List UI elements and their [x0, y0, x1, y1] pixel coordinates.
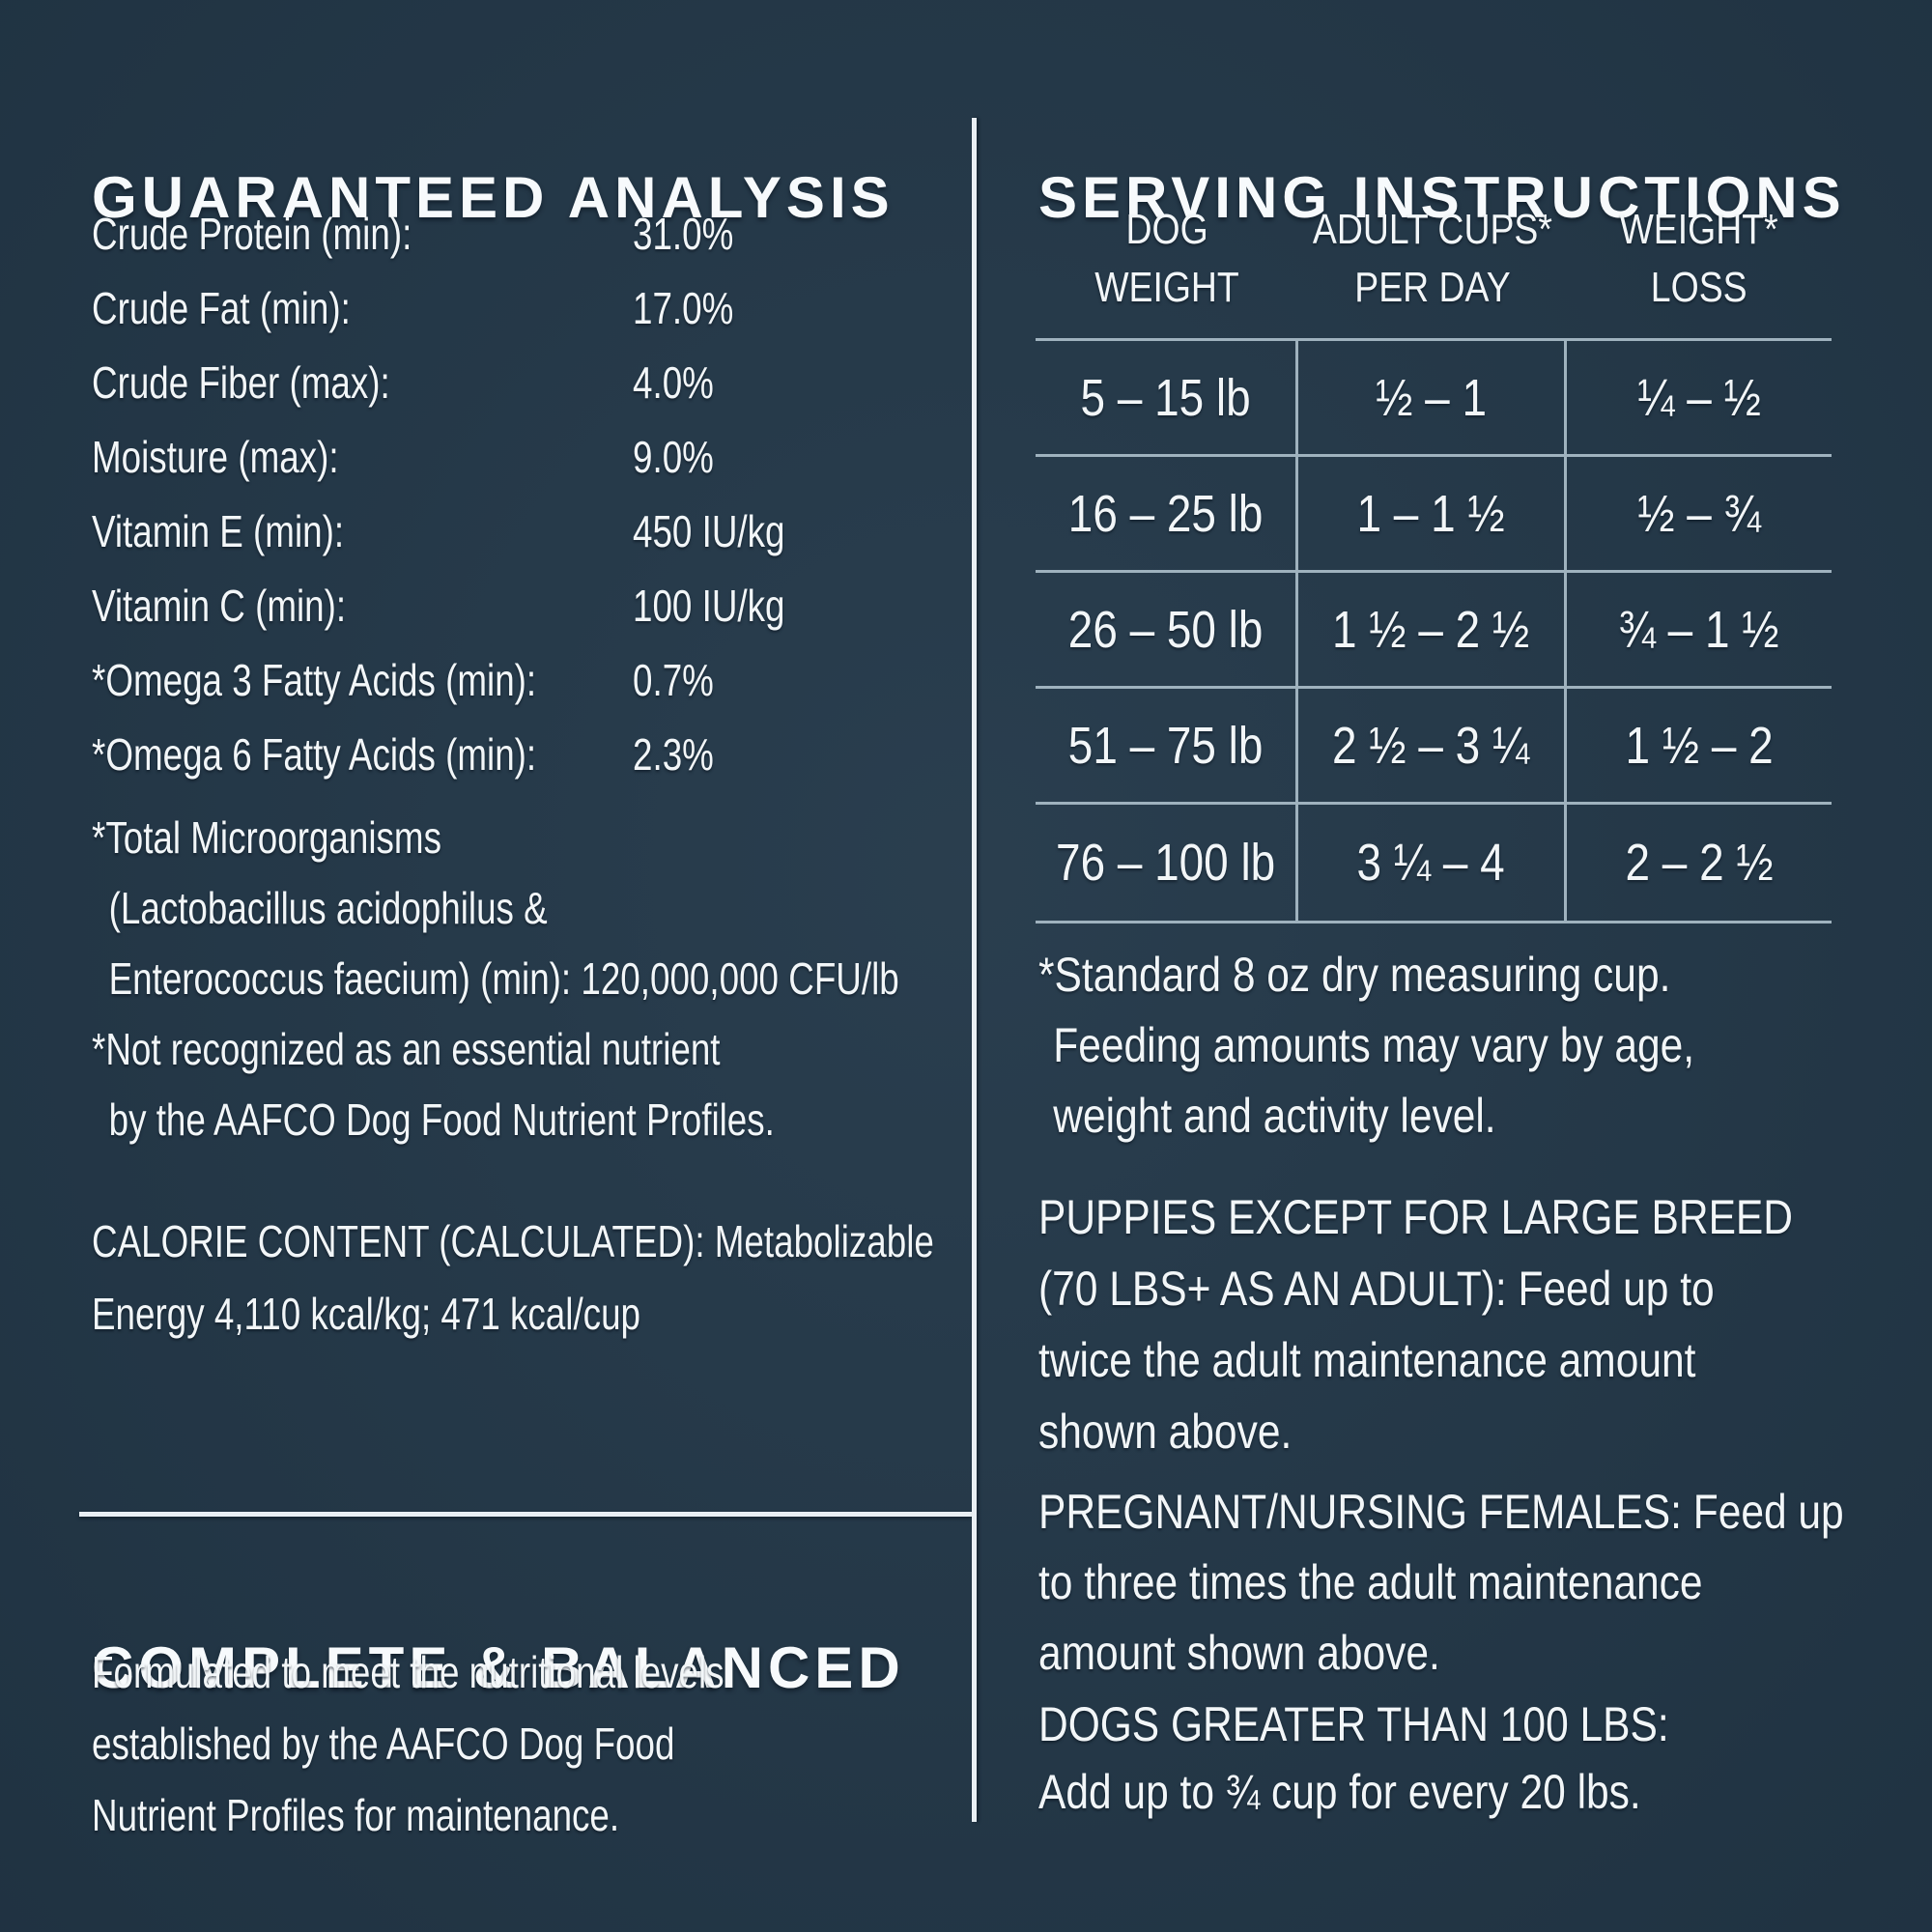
header-weight-loss: WEIGHT* LOSS	[1619, 206, 1779, 311]
table-cell: ½ – 1	[1298, 341, 1567, 454]
nutrient-value: 4.0%	[633, 356, 714, 408]
serving-table-header: DOG WEIGHT ADULT CUPS* PER DAY WEIGHT* L…	[1036, 201, 1832, 317]
table-row: 16 – 25 lb 1 – 1 ½ ½ – ¾	[1036, 457, 1832, 573]
calorie-line: Energy 4,110 kcal/kg; 471 kcal/cup	[92, 1288, 641, 1339]
puppies-line: shown above.	[1038, 1405, 1293, 1459]
footnote-line: *Standard 8 oz dry measuring cup.	[1038, 947, 1671, 1002]
large-dogs-line: DOGS GREATER THAN 100 LBS:	[1038, 1697, 1669, 1751]
table-row: 51 – 75 lb 2 ½ – 3 ¼ 1 ½ – 2	[1036, 689, 1832, 805]
table-cell: 1 – 1 ½	[1298, 457, 1567, 570]
table-cell: 16 – 25 lb	[1036, 457, 1298, 570]
table-cell: 2 – 2 ½	[1625, 834, 1774, 892]
nutrient-label: Vitamin C (min):	[92, 580, 347, 631]
nutrient-value: 450 IU/kg	[633, 505, 785, 556]
nutrient-value: 0.7%	[633, 654, 714, 705]
horizontal-divider	[79, 1512, 972, 1517]
microorganisms-line: *Total Microorganisms	[92, 811, 441, 863]
nutrient-value: 100 IU/kg	[633, 580, 785, 631]
measuring-cup-footnote: *Standard 8 oz dry measuring cup. Feedin…	[1038, 939, 1840, 1151]
nutrient-label: Crude Protein (min):	[92, 208, 412, 259]
table-cell: 3 ¼ – 4	[1298, 805, 1567, 921]
pregnant-line: to three times the adult maintenance	[1038, 1554, 1703, 1609]
aafco-note-line: *Not recognized as an essential nutrient	[92, 1023, 721, 1074]
nutrient-row: Crude Protein (min): 31.0%	[92, 196, 961, 270]
nutrient-row: *Omega 3 Fatty Acids (min): 0.7%	[92, 642, 961, 717]
pregnant-paragraph: PREGNANT/NURSING FEMALES: Feed up to thr…	[1038, 1476, 1844, 1688]
nutrient-label: Crude Fat (min):	[92, 282, 351, 333]
serving-instructions-title: SERVING INSTRUCTIONS	[1038, 165, 1846, 231]
nutrient-label: Vitamin E (min):	[92, 505, 345, 556]
calorie-line: CALORIE CONTENT (CALCULATED): Metaboliza…	[92, 1215, 934, 1266]
nutrient-row: *Omega 6 Fatty Acids (min): 2.3%	[92, 717, 961, 791]
nutrient-label: *Omega 6 Fatty Acids (min):	[92, 728, 537, 780]
footnote-line: Feeding amounts may vary by age,	[1053, 1017, 1695, 1072]
vertical-divider	[972, 118, 977, 1822]
table-row: 5 – 15 lb ½ – 1 ¼ – ½	[1036, 341, 1832, 457]
table-row: 76 – 100 lb 3 ¼ – 4 2 – 2 ½	[1036, 805, 1832, 921]
complete-balanced-title: COMPLETE & BALANCED	[92, 1634, 905, 1700]
table-cell: ½ – ¾	[1637, 484, 1761, 543]
complete-balanced-line: Nutrient Profiles for maintenance.	[92, 1790, 620, 1840]
nutrient-row: Vitamin E (min): 450 IU/kg	[92, 494, 961, 568]
aafco-note-line: by the AAFCO Dog Food Nutrient Profiles.	[108, 1094, 775, 1145]
nutrient-value: 17.0%	[633, 282, 734, 333]
nutrient-value: 9.0%	[633, 431, 714, 482]
complete-balanced-body: Formulated to meet the nutritional level…	[92, 1636, 961, 1851]
pregnant-line: amount shown above.	[1038, 1625, 1440, 1680]
guaranteed-analysis-title: GUARANTEED ANALYSIS	[92, 165, 895, 231]
complete-balanced-line: Formulated to meet the nutritional level…	[92, 1647, 724, 1697]
table-cell: 26 – 50 lb	[1036, 573, 1298, 686]
table-cell: 51 – 75 lb	[1036, 689, 1298, 802]
table-cell: 5 – 15 lb	[1036, 341, 1298, 454]
table-cell: 1 ½ – 2 ½	[1298, 573, 1567, 686]
nutrient-row: Vitamin C (min): 100 IU/kg	[92, 568, 961, 642]
nutrient-value: 2.3%	[633, 728, 714, 780]
puppies-paragraph: PUPPIES EXCEPT FOR LARGE BREED (70 LBS+ …	[1038, 1181, 1840, 1467]
puppies-line: PUPPIES EXCEPT FOR LARGE BREED	[1038, 1190, 1793, 1244]
microorganisms-line: Enterococcus faecium) (min): 120,000,000…	[108, 952, 899, 1004]
guaranteed-analysis-list: Crude Protein (min): 31.0% Crude Fat (mi…	[92, 196, 961, 791]
footnote-line: weight and activity level.	[1053, 1088, 1496, 1143]
table-cell: ¼ – ½	[1637, 368, 1761, 427]
calorie-content: CALORIE CONTENT (CALCULATED): Metaboliza…	[92, 1205, 961, 1350]
puppies-line: (70 LBS+ AS AN ADULT): Feed up to	[1038, 1262, 1715, 1316]
table-row: 26 – 50 lb 1 ½ – 2 ½ ¾ – 1 ½	[1036, 573, 1832, 689]
table-cell: 2 ½ – 3 ¼	[1298, 689, 1567, 802]
puppies-line: twice the adult maintenance amount	[1038, 1333, 1696, 1387]
large-dogs-paragraph: DOGS GREATER THAN 100 LBS: Add up to ¾ c…	[1038, 1690, 1840, 1826]
table-cell: 76 – 100 lb	[1036, 805, 1298, 921]
table-cell: ¾ – 1 ½	[1619, 600, 1779, 659]
nutrient-label: *Omega 3 Fatty Acids (min):	[92, 654, 537, 705]
complete-balanced-line: established by the AAFCO Dog Food	[92, 1719, 675, 1769]
nutrient-value: 31.0%	[633, 208, 734, 259]
nutrient-label: Crude Fiber (max):	[92, 356, 390, 408]
nutrient-row: Crude Fat (min): 17.0%	[92, 270, 961, 345]
large-dogs-line: Add up to ¾ cup for every 20 lbs.	[1038, 1765, 1641, 1819]
header-adult-cups: ADULT CUPS* PER DAY	[1312, 206, 1553, 311]
header-dog-weight: DOG WEIGHT	[1094, 206, 1239, 311]
microorganisms-line: (Lactobacillus acidophilus &	[108, 882, 548, 933]
table-cell: 1 ½ – 2	[1625, 716, 1774, 775]
nutrient-label: Moisture (max):	[92, 431, 339, 482]
microorganisms-note: *Total Microorganisms (Lactobacillus aci…	[92, 802, 961, 1154]
serving-table: 5 – 15 lb ½ – 1 ¼ – ½ 16 – 25 lb 1 – 1 ½…	[1036, 338, 1832, 923]
pregnant-line: PREGNANT/NURSING FEMALES: Feed up	[1038, 1484, 1844, 1539]
nutrient-row: Moisture (max): 9.0%	[92, 419, 961, 494]
nutrient-row: Crude Fiber (max): 4.0%	[92, 345, 961, 419]
